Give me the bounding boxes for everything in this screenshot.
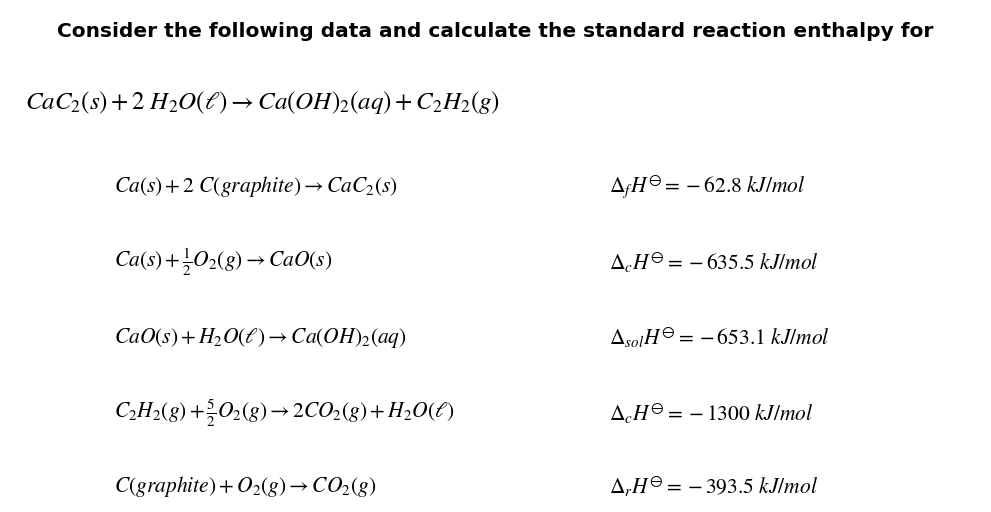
- Text: $\mathit{C(graphite) + O_2(g) \rightarrow CO_2(g)}$: $\mathit{C(graphite) + O_2(g) \rightarro…: [114, 474, 377, 499]
- Text: $\mathit{CaC_2(s) + 2\ H_2O(\ell) \rightarrow Ca(OH)_2(aq) + C_2H_2(g)}$: $\mathit{CaC_2(s) + 2\ H_2O(\ell) \right…: [25, 89, 499, 116]
- Text: $\mathit{\Delta_f H^{\ominus} = -62.8\ kJ/mol}$: $\mathit{\Delta_f H^{\ominus} = -62.8\ k…: [609, 173, 807, 201]
- Text: $\mathit{C_2H_2(g) + \frac{5}{2}O_2(g) \rightarrow 2CO_2(g) + H_2O(\ell)}$: $\mathit{C_2H_2(g) + \frac{5}{2}O_2(g) \…: [114, 398, 455, 429]
- Text: $\mathit{CaO(s) + H_2O(\ell) \rightarrow Ca(OH)_2(aq)}$: $\mathit{CaO(s) + H_2O(\ell) \rightarrow…: [114, 326, 407, 350]
- Text: $\mathit{\Delta_c H^{\ominus} = -635.5\ kJ/mol}$: $\mathit{\Delta_c H^{\ominus} = -635.5\ …: [609, 250, 820, 274]
- Text: $\mathit{Ca(s) + 2\ C(graphite) \rightarrow CaC_2(s)}$: $\mathit{Ca(s) + 2\ C(graphite) \rightar…: [114, 175, 398, 199]
- Text: $\mathit{\Delta_{sol} H^{\ominus} = -653.1\ kJ/mol}$: $\mathit{\Delta_{sol} H^{\ominus} = -653…: [609, 326, 830, 350]
- Text: Consider the following data and calculate the standard reaction enthalpy for: Consider the following data and calculat…: [57, 22, 934, 40]
- Text: $\mathit{Ca(s) + \frac{1}{2}O_2(g) \rightarrow CaO(s)}$: $\mathit{Ca(s) + \frac{1}{2}O_2(g) \righ…: [114, 247, 332, 278]
- Text: $\mathit{\Delta_r H^{\ominus} = -393.5\ kJ/mol}$: $\mathit{\Delta_r H^{\ominus} = -393.5\ …: [609, 474, 819, 499]
- Text: $\mathit{\Delta_c H^{\ominus} = -1300\ kJ/mol}$: $\mathit{\Delta_c H^{\ominus} = -1300\ k…: [609, 401, 814, 426]
